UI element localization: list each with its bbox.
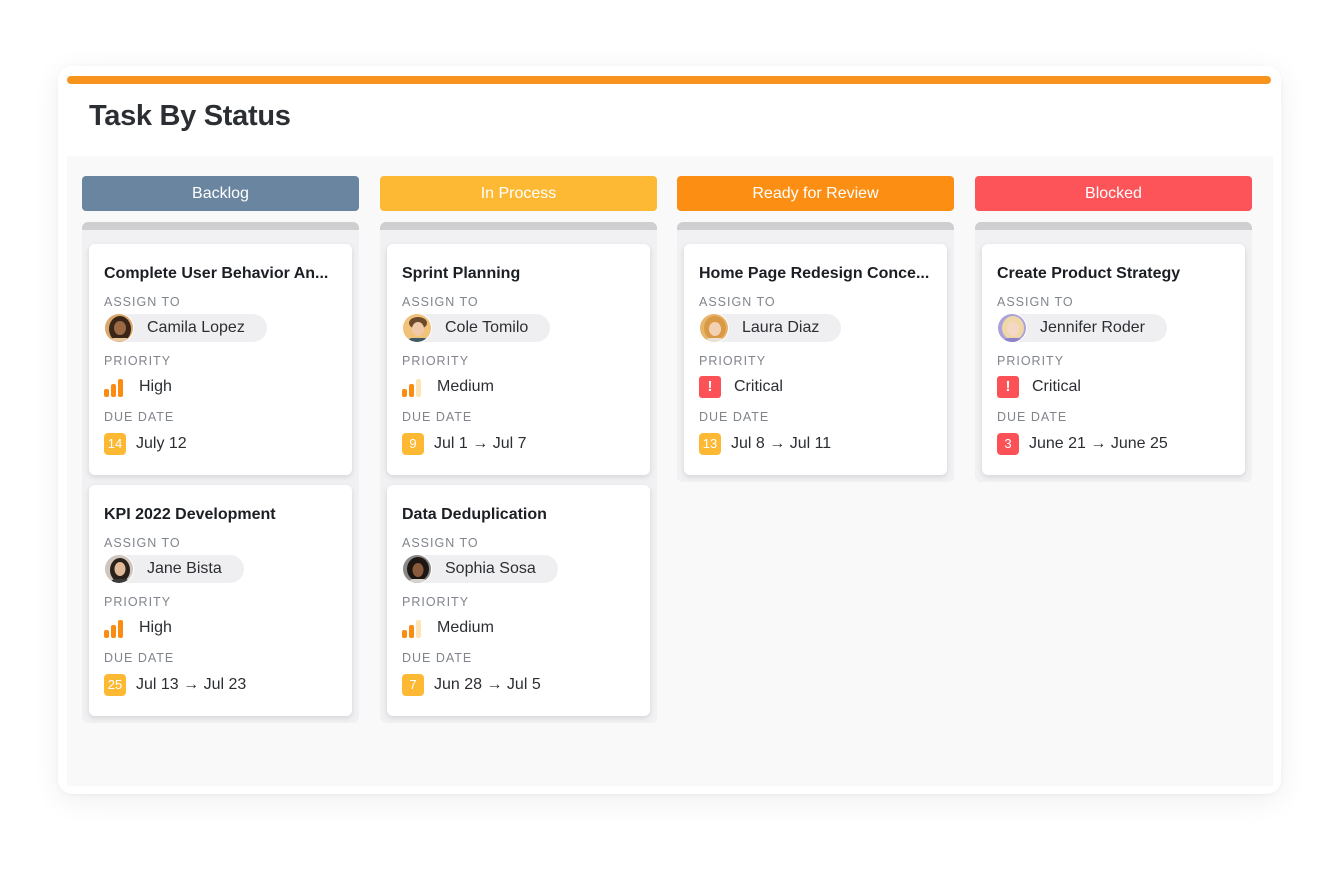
column-header-backlog[interactable]: Backlog	[82, 176, 359, 211]
task-title[interactable]: KPI 2022 Development	[104, 506, 276, 523]
priority-label: PRIORITY	[104, 354, 172, 368]
priority-label: PRIORITY	[402, 354, 470, 368]
due-date: 7 Jun 28 → Jul 5	[402, 672, 635, 698]
task-title[interactable]: Data Deduplication	[402, 506, 547, 523]
column-backlog: Backlog Complete User Behavior An... ASS…	[82, 176, 359, 723]
calendar-day-icon: 13	[699, 433, 721, 455]
priority: Medium	[402, 616, 635, 640]
column-ready-for-review: Ready for Review Home Page Redesign Conc…	[677, 176, 954, 482]
assignee-chip[interactable]: Camila Lopez	[104, 313, 267, 343]
accent-bar	[67, 76, 1271, 84]
task-card[interactable]: Complete User Behavior An... ASSIGN TO C…	[89, 244, 352, 475]
assign-to-label: ASSIGN TO	[402, 536, 479, 550]
due-date-value: June 21 → June 25	[1029, 435, 1168, 452]
due-date-value: Jul 8 → Jul 11	[731, 435, 832, 452]
calendar-day-icon: 14	[104, 433, 126, 455]
due-date: 3 June 21 → June 25	[997, 431, 1230, 457]
avatar	[997, 313, 1027, 343]
due-date-label: DUE DATE	[104, 410, 175, 424]
critical-alert-icon: !	[699, 376, 721, 398]
column-blocked: Blocked Create Product Strategy ASSIGN T…	[975, 176, 1252, 482]
task-card[interactable]: KPI 2022 Development ASSIGN TO Jane Bist…	[89, 485, 352, 716]
column-body: Create Product Strategy ASSIGN TO Jennif…	[975, 222, 1252, 482]
column-header-in-process[interactable]: In Process	[380, 176, 657, 211]
calendar-day-icon: 7	[402, 674, 424, 696]
priority-label: PRIORITY	[104, 595, 172, 609]
due-date: 13 Jul 8 → Jul 11	[699, 431, 932, 457]
priority-label: PRIORITY	[402, 595, 470, 609]
avatar	[699, 313, 729, 343]
due-date-label: DUE DATE	[402, 651, 473, 665]
due-date: 14 July 12	[104, 431, 337, 457]
assignee-chip[interactable]: Jane Bista	[104, 554, 244, 584]
priority-value: Critical	[1032, 378, 1081, 395]
column-body: Complete User Behavior An... ASSIGN TO C…	[82, 222, 359, 723]
due-date-value: Jul 13 → Jul 23	[136, 676, 247, 693]
task-card[interactable]: Create Product Strategy ASSIGN TO Jennif…	[982, 244, 1245, 475]
task-card[interactable]: Data Deduplication ASSIGN TO Sophia Sosa…	[387, 485, 650, 716]
priority: Medium	[402, 375, 635, 399]
due-date-value: July 12	[136, 435, 187, 452]
priority-label: PRIORITY	[997, 354, 1065, 368]
assign-to-label: ASSIGN TO	[699, 295, 776, 309]
priority-bars-icon	[104, 618, 126, 638]
priority: High	[104, 375, 337, 399]
priority-label: PRIORITY	[699, 354, 767, 368]
assign-to-label: ASSIGN TO	[997, 295, 1074, 309]
assignee-chip[interactable]: Sophia Sosa	[402, 554, 558, 584]
assign-to-label: ASSIGN TO	[104, 295, 181, 309]
column-header-ready-for-review[interactable]: Ready for Review	[677, 176, 954, 211]
priority: ! Critical	[699, 375, 932, 399]
calendar-day-icon: 9	[402, 433, 424, 455]
priority-value: Critical	[734, 378, 783, 395]
column-in-process: In Process Sprint Planning ASSIGN TO Col…	[380, 176, 657, 723]
priority-bars-icon	[402, 618, 424, 638]
calendar-day-icon: 25	[104, 674, 126, 696]
priority: High	[104, 616, 337, 640]
due-date: 9 Jul 1 → Jul 7	[402, 431, 635, 457]
critical-alert-icon: !	[997, 376, 1019, 398]
column-body: Sprint Planning ASSIGN TO Cole Tomilo PR…	[380, 222, 657, 723]
task-card[interactable]: Home Page Redesign Conce... ASSIGN TO La…	[684, 244, 947, 475]
priority-value: Medium	[437, 378, 494, 395]
task-title[interactable]: Home Page Redesign Conce...	[699, 265, 930, 282]
assign-to-label: ASSIGN TO	[402, 295, 479, 309]
task-title[interactable]: Complete User Behavior An...	[104, 265, 329, 282]
assignee-chip[interactable]: Cole Tomilo	[402, 313, 551, 343]
assign-to-label: ASSIGN TO	[104, 536, 181, 550]
priority-bars-icon	[402, 377, 424, 397]
page-title: Task By Status	[89, 100, 291, 132]
priority-value: High	[139, 378, 172, 395]
kanban-board: Backlog Complete User Behavior An... ASS…	[67, 156, 1273, 786]
due-date-value: Jun 28 → Jul 5	[434, 676, 541, 693]
column-body: Home Page Redesign Conce... ASSIGN TO La…	[677, 222, 954, 482]
assignee-chip[interactable]: Laura Diaz	[699, 313, 842, 343]
task-title[interactable]: Sprint Planning	[402, 265, 521, 282]
assignee-chip[interactable]: Jennifer Roder	[997, 313, 1167, 343]
due-date: 25 Jul 13 → Jul 23	[104, 672, 337, 698]
priority-value: Medium	[437, 619, 494, 636]
due-date-label: DUE DATE	[699, 410, 770, 424]
task-board-panel: Task By Status Backlog Complete User Beh…	[58, 66, 1281, 794]
due-date-label: DUE DATE	[104, 651, 175, 665]
due-date-label: DUE DATE	[402, 410, 473, 424]
due-date-label: DUE DATE	[997, 410, 1068, 424]
column-header-blocked[interactable]: Blocked	[975, 176, 1252, 211]
avatar	[402, 313, 432, 343]
task-card[interactable]: Sprint Planning ASSIGN TO Cole Tomilo PR…	[387, 244, 650, 475]
due-date-value: Jul 1 → Jul 7	[434, 435, 527, 452]
priority-value: High	[139, 619, 172, 636]
avatar	[104, 554, 134, 584]
priority-bars-icon	[104, 377, 126, 397]
calendar-day-icon: 3	[997, 433, 1019, 455]
task-title[interactable]: Create Product Strategy	[997, 265, 1181, 282]
avatar	[104, 313, 134, 343]
priority: ! Critical	[997, 375, 1230, 399]
avatar	[402, 554, 432, 584]
